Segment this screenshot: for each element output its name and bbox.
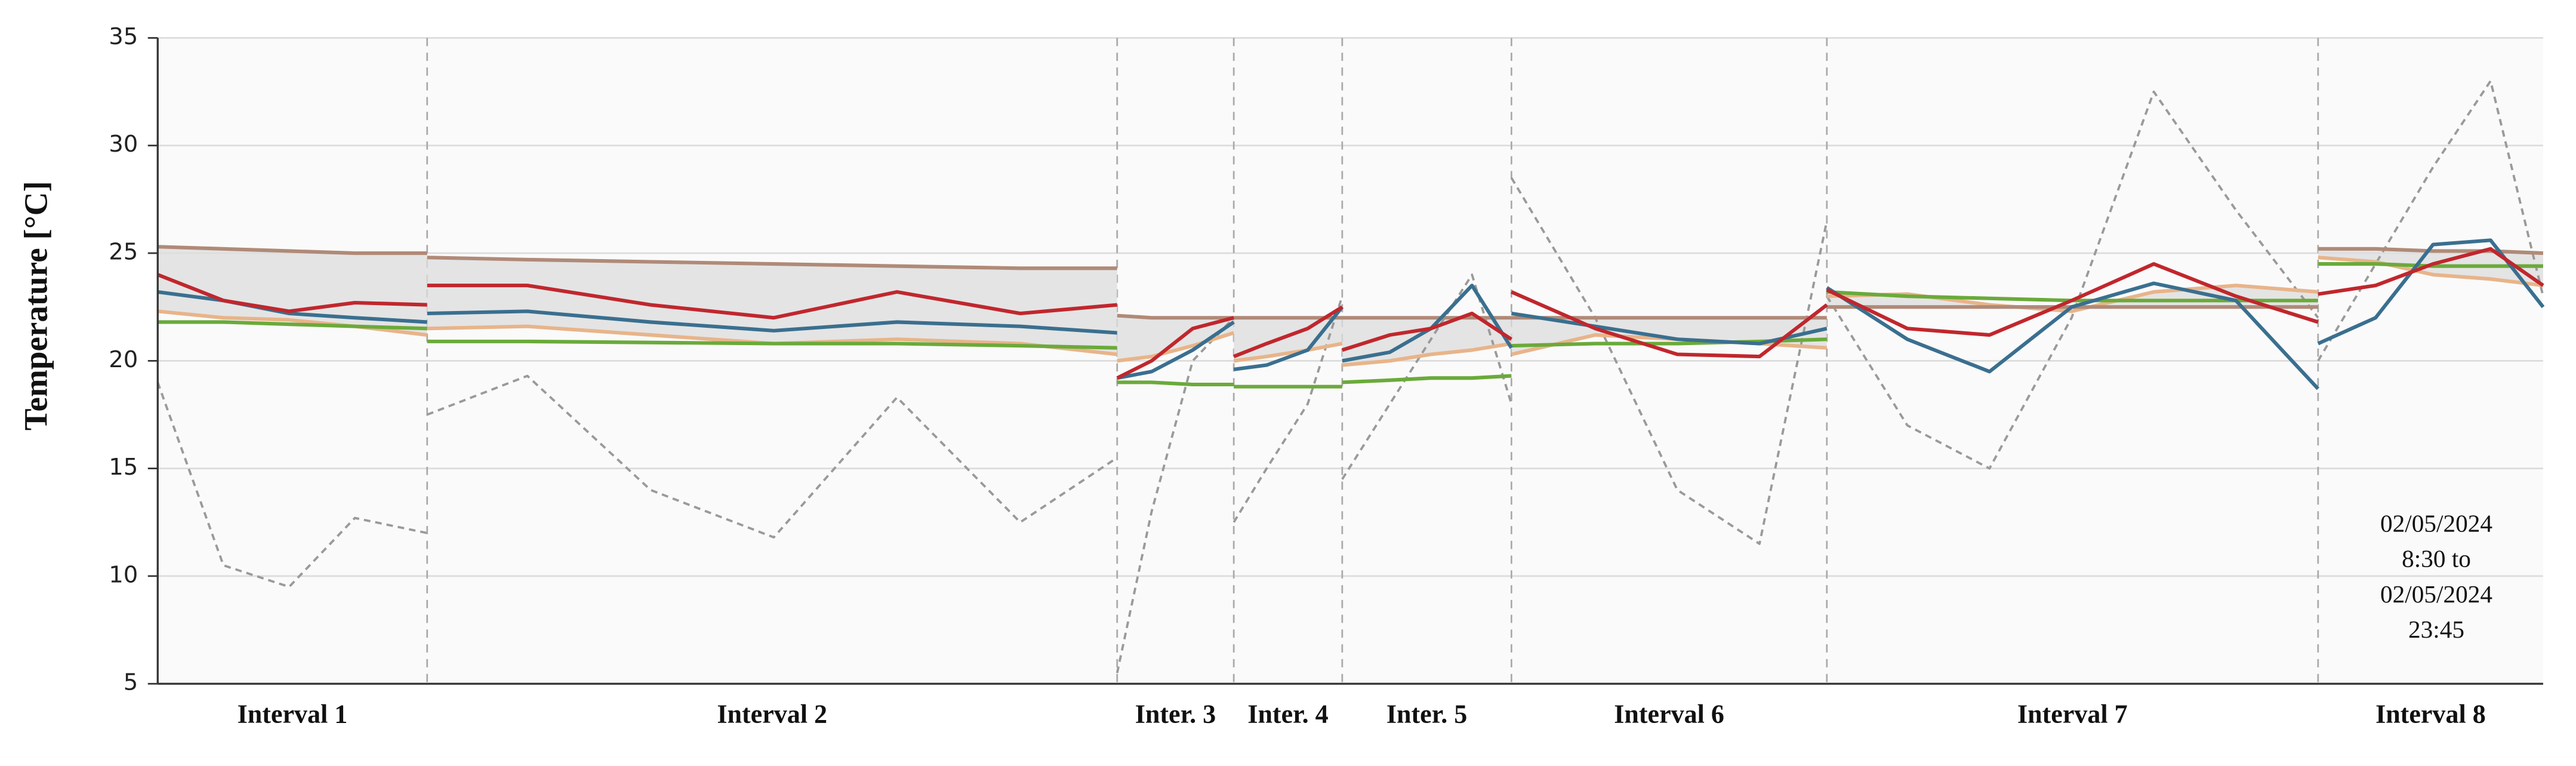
x-category-label: Interval 2 xyxy=(717,699,827,728)
shaded-band xyxy=(158,247,427,336)
x-category-label: Inter. 4 xyxy=(1247,699,1328,728)
x-category-label: Interval 1 xyxy=(238,699,348,728)
x-category-label: Interval 7 xyxy=(2017,699,2128,728)
x-category-label: Inter. 5 xyxy=(1386,699,1467,728)
y-tick-label: 20 xyxy=(109,346,138,373)
y-axis-label: Temperature [°C] xyxy=(18,181,54,430)
annotation: 23:45 xyxy=(2408,616,2464,643)
y-tick-label: 25 xyxy=(109,239,138,266)
series-line xyxy=(156,79,2544,673)
shaded-band xyxy=(1234,318,1342,361)
annotation: 8:30 to xyxy=(2402,545,2471,573)
x-category-label: Interval 8 xyxy=(2375,699,2486,728)
annotation: 02/05/2024 xyxy=(2380,580,2492,608)
y-tick-label: 5 xyxy=(124,669,138,696)
y-tick-label: 15 xyxy=(109,454,138,481)
annotation: 02/05/2024 xyxy=(2380,509,2492,537)
y-tick-label: 30 xyxy=(109,131,138,158)
x-category-label: Interval 6 xyxy=(1614,699,1724,728)
x-category-label: Inter. 3 xyxy=(1135,699,1216,728)
y-tick-label: 35 xyxy=(109,23,138,50)
y-tick-label: 10 xyxy=(109,561,138,588)
series-line xyxy=(157,247,2544,380)
